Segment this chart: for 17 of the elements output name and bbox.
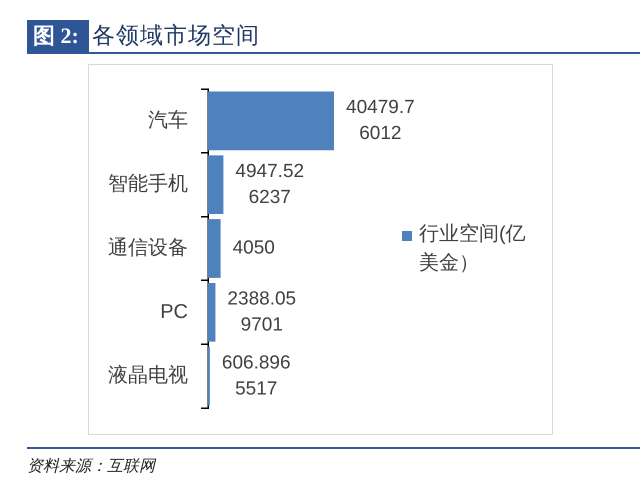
y-tick-label: 智能手机 <box>108 173 188 196</box>
data-label: 606.896 5517 <box>222 352 291 400</box>
data-label: 40479.7 6012 <box>346 97 415 144</box>
chart-title: 图 2: 各领域市场空间 <box>32 22 260 50</box>
y-tick-label: 通信设备 <box>108 237 188 260</box>
bar <box>208 219 221 278</box>
y-tick-label: 液晶电视 <box>108 364 188 387</box>
y-tick-label: PC <box>160 300 188 323</box>
bar <box>208 155 224 214</box>
data-label: 2388.05 9701 <box>227 288 296 336</box>
y-tick-label: 汽车 <box>148 109 188 132</box>
data-label: 4050 <box>232 238 275 259</box>
legend-label: 行业空间(亿美金） <box>419 222 527 276</box>
bar <box>208 92 334 150</box>
bar <box>208 282 216 342</box>
data-label: 4947.52 6237 <box>235 160 304 208</box>
text: 资料来源：互联网 <box>27 456 158 477</box>
